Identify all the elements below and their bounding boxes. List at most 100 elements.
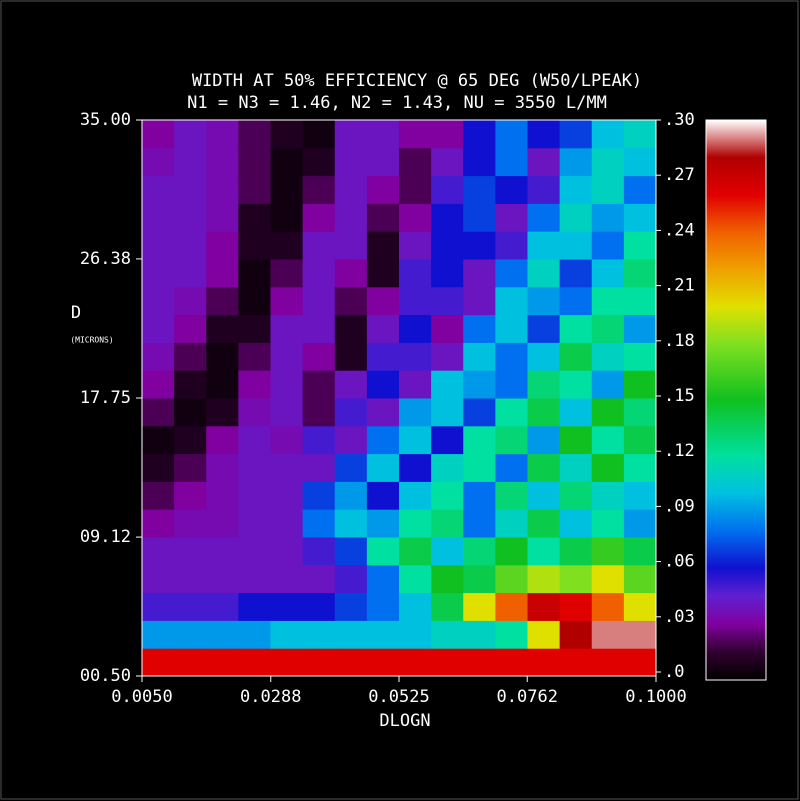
heatmap-cell	[591, 592, 625, 621]
heatmap-cell	[591, 259, 625, 288]
heatmap-cell	[142, 398, 175, 427]
heatmap-cell	[559, 231, 593, 260]
heatmap-cell	[623, 509, 657, 538]
heatmap-cell	[527, 592, 561, 621]
heatmap-cell	[206, 370, 239, 399]
heatmap-cell	[142, 564, 175, 594]
heatmap-cell	[302, 398, 336, 427]
heatmap-cell	[399, 425, 432, 455]
heatmap-cell	[142, 620, 175, 649]
heatmap-cell	[238, 564, 271, 594]
heatmap-cell	[142, 286, 175, 316]
heatmap-cell	[591, 453, 625, 482]
y-tick-label: 26.38	[80, 249, 131, 269]
colorbar-tick-label: .03	[664, 607, 695, 627]
heatmap-cell	[302, 620, 336, 649]
heatmap-cell	[527, 481, 561, 510]
heatmap-cell	[463, 342, 496, 371]
heatmap-cell	[334, 203, 368, 232]
heatmap-cell	[174, 203, 207, 232]
heatmap-cell	[206, 147, 239, 177]
heatmap-cell	[142, 259, 175, 288]
heatmap-cell	[206, 286, 239, 316]
heatmap-cell	[302, 175, 336, 204]
heatmap-cell	[302, 564, 336, 594]
heatmap-cell	[623, 370, 657, 399]
heatmap-cell	[399, 509, 432, 538]
heatmap-cell	[206, 481, 239, 510]
colorbar-tick-label: .18	[664, 331, 695, 351]
heatmap-cell	[334, 537, 368, 566]
heatmap-cell	[463, 120, 496, 149]
heatmap-cell	[495, 537, 528, 566]
heatmap-cell	[495, 398, 528, 427]
heatmap-cell	[527, 537, 561, 566]
heatmap-cell	[431, 564, 464, 594]
heatmap-cell	[142, 231, 175, 260]
heatmap-cell	[334, 453, 368, 482]
heatmap-cell	[559, 175, 593, 204]
y-axis-label: D	[71, 303, 81, 323]
heatmap-cell	[527, 231, 561, 260]
heatmap-cell	[399, 314, 432, 343]
heatmap-cell	[431, 481, 464, 510]
heatmap-cell	[174, 509, 207, 538]
colorbar-tick-label: .21	[664, 276, 695, 296]
heatmap-cell	[463, 481, 496, 510]
heatmap-cell	[238, 147, 271, 177]
heatmap-cell	[559, 147, 593, 177]
heatmap-cell	[174, 370, 207, 399]
heatmap-cell	[527, 509, 561, 538]
colorbar-tick-label: .09	[664, 496, 695, 516]
heatmap-cell	[334, 648, 368, 677]
heatmap-cell	[495, 120, 528, 149]
heatmap-cell	[302, 147, 336, 177]
heatmap-cell	[559, 453, 593, 482]
heatmap-cell	[591, 620, 625, 649]
heatmap-cell	[366, 203, 400, 232]
heatmap-cell	[431, 398, 464, 427]
heatmap-cell	[174, 286, 207, 316]
heatmap-cell	[270, 648, 304, 677]
heatmap-cell	[527, 286, 561, 316]
heatmap-cell	[527, 398, 561, 427]
heatmap-cell	[559, 120, 593, 149]
heatmap-cell	[174, 147, 207, 177]
heatmap-cell	[623, 537, 657, 566]
heatmap-cell	[559, 509, 593, 538]
heatmap-cell	[238, 481, 271, 510]
heatmap-cell	[334, 370, 368, 399]
heatmap-cell	[302, 453, 336, 482]
x-tick-label: 0.0762	[497, 687, 558, 707]
heatmap-cell	[463, 314, 496, 343]
heatmap-cell	[174, 564, 207, 594]
colorbar-tick-label: .24	[664, 220, 695, 240]
heatmap-cell	[142, 592, 175, 621]
heatmap-cell	[206, 648, 239, 677]
heatmap-cell	[142, 370, 175, 399]
heatmap-cell	[142, 648, 175, 677]
heatmap-cell	[399, 620, 432, 649]
colorbar-tick-label: .12	[664, 441, 695, 461]
heatmap-cell	[270, 259, 304, 288]
y-tick-label: 09.12	[80, 527, 131, 547]
heatmap-cell	[527, 203, 561, 232]
heatmap-cell	[238, 175, 271, 204]
heatmap-cell	[238, 537, 271, 566]
heatmap-cell	[238, 286, 271, 316]
heatmap-cell	[527, 342, 561, 371]
heatmap-cell	[463, 147, 496, 177]
heatmap-cell	[495, 314, 528, 343]
heatmap-cell	[495, 592, 528, 621]
heatmap-cell	[302, 342, 336, 371]
heatmap-cell	[334, 509, 368, 538]
heatmap-cell	[366, 592, 400, 621]
heatmap-cell	[591, 175, 625, 204]
heatmap-cell	[431, 370, 464, 399]
heatmap-cell	[495, 425, 528, 455]
heatmap-cell	[495, 564, 528, 594]
heatmap-cell	[463, 537, 496, 566]
heatmap-cell	[559, 398, 593, 427]
heatmap-cell	[399, 175, 432, 204]
